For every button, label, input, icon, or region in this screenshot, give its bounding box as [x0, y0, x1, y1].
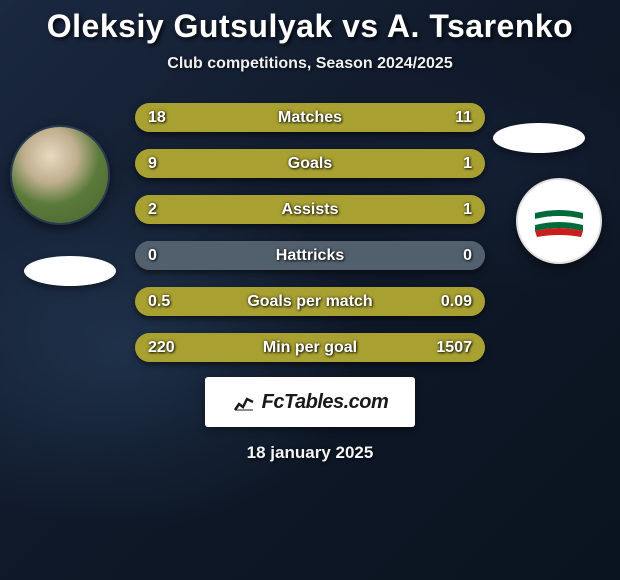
stat-bar: 18 Matches 11 — [135, 103, 485, 132]
stat-value-right: 1 — [463, 201, 472, 219]
stat-label: Assists — [282, 201, 339, 219]
stat-label: Goals per match — [247, 293, 372, 311]
comparison-subtitle: Club competitions, Season 2024/2025 — [167, 55, 452, 73]
comparison-title: Oleksiy Gutsulyak vs A. Tsarenko — [47, 8, 573, 45]
stat-bar: 9 Goals 1 — [135, 149, 485, 178]
player-right-flag-oval — [493, 123, 585, 153]
stats-bars: 18 Matches 11 9 Goals 1 2 Assists 1 0 Hattricks 0 0.… — [135, 103, 485, 362]
stat-value-right: 0 — [463, 247, 472, 265]
content-wrapper: Oleksiy Gutsulyak vs A. Tsarenko Club co… — [0, 0, 620, 580]
stat-bar: 220 Min per goal 1507 — [135, 333, 485, 362]
stat-value-right: 1507 — [436, 339, 472, 357]
stat-value-left: 0 — [148, 247, 157, 265]
stat-value-right: 1 — [463, 155, 472, 173]
branding-badge[interactable]: FcTables.com — [205, 377, 415, 427]
stat-label: Matches — [278, 109, 342, 127]
stat-value-right: 11 — [455, 109, 472, 127]
branding-chart-icon — [232, 390, 256, 414]
stat-bar: 0.5 Goals per match 0.09 — [135, 287, 485, 316]
stat-value-left: 9 — [148, 155, 157, 173]
stat-value-left: 2 — [148, 201, 157, 219]
branding-text: FcTables.com — [262, 391, 389, 414]
snapshot-date: 18 january 2025 — [247, 443, 374, 463]
stat-label: Hattricks — [276, 247, 344, 265]
stat-value-left: 0.5 — [148, 293, 170, 311]
stat-label: Goals — [288, 155, 332, 173]
club-badge-icon — [527, 189, 591, 253]
player-left-avatar — [10, 125, 110, 225]
player-right-club-badge — [516, 178, 602, 264]
player-left-flag-oval — [24, 256, 116, 286]
stat-bar: 0 Hattricks 0 — [135, 241, 485, 270]
stat-value-right: 0.09 — [441, 293, 472, 311]
stat-label: Min per goal — [263, 339, 357, 357]
stat-bar: 2 Assists 1 — [135, 195, 485, 224]
stat-value-left: 18 — [148, 109, 166, 127]
stat-value-left: 220 — [148, 339, 175, 357]
